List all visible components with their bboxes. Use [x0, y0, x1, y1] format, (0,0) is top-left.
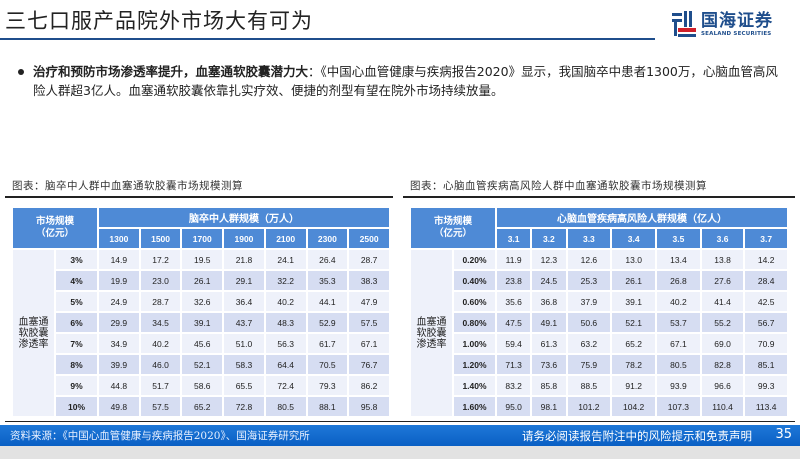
footer-divider: [5, 421, 795, 422]
side-label: 血塞通软胶囊渗透率: [13, 250, 54, 416]
logo-name-cn: 国海证券: [701, 11, 773, 31]
column-header: 3.4: [612, 229, 656, 248]
caption-divider-right: [403, 196, 795, 198]
table-row: 1.00% 59.4 61.3 63.2 65.2 67.1 69.0 70.9: [411, 334, 787, 353]
sealand-logo-icon: [672, 11, 696, 39]
table-row: 5% 24.9 28.7 32.6 36.4 40.2 44.1 47.9: [13, 292, 389, 311]
group-header: 脑卒中人群规模（万人）: [99, 208, 389, 227]
table-row: 9% 44.8 51.7 58.6 65.5 72.4 79.3 86.2: [13, 376, 389, 395]
table-row: 0.40% 23.8 24.5 25.3 26.1 26.8 27.6 28.4: [411, 271, 787, 290]
column-header: 2300: [307, 229, 348, 248]
column-header: 3.6: [701, 229, 744, 248]
title-divider: [0, 38, 655, 40]
table-row: 1.40% 83.2 85.8 88.5 91.2 93.9 96.6 99.3: [411, 376, 787, 395]
logo-name-en: SEALAND SECURITIES: [701, 31, 772, 37]
figure-caption-right: 图表：心脑血管疾病高风险人群中血塞通软胶囊市场规模测算: [410, 180, 707, 192]
table-row: 4% 19.9 23.0 26.1 29.1 32.2 35.3 38.3: [13, 271, 389, 290]
disclaimer-text: 请务必阅读报告附注中的风险提示和免责声明: [522, 429, 752, 443]
table-row: 1.60% 95.0 98.1 101.2 104.2 107.3 110.4 113.4: [411, 397, 787, 416]
corner-header: 市场规模 （亿元）: [411, 208, 495, 248]
bullet-text: 治疗和预防市场渗透率提升，血塞通软胶囊潜力大：《中国心血管健康与疾病报告2020…: [18, 62, 788, 100]
table-row: 血塞通软胶囊渗透率 3% 14.9 17.2 19.5 21.8 24.1 26.4 28.…: [13, 250, 389, 416]
cardio-market-table: 市场规模 （亿元） 心脑血管疾病高风险人群规模（亿人） 3.1 3.2 3.3 …: [409, 206, 789, 418]
side-label: 血塞通软胶囊渗透率: [411, 250, 452, 416]
column-header: 1700: [182, 229, 223, 248]
bullet-body: ：《中国心血管健康与疾病报告2020》显示，我国脑卒中患者1300万，心脑血管高…: [33, 64, 778, 98]
column-header: 3.7: [745, 229, 787, 248]
table-row: 7% 34.9 40.2 45.6 51.0 56.3 61.7 67.1: [13, 334, 389, 353]
table-row: 10% 49.8 57.5 65.2 72.8 80.5 88.1 95.8: [13, 397, 389, 416]
column-header: 1900: [224, 229, 264, 248]
column-header: 1500: [140, 229, 181, 248]
table-row: 0.80% 47.5 49.1 50.6 52.1 53.7 55.2 56.7: [411, 313, 787, 332]
column-header: 3.2: [532, 229, 566, 248]
column-header: 3.3: [567, 229, 611, 248]
table-row: 8% 39.9 46.0 52.1 58.3 64.4 70.5 76.7: [13, 355, 389, 374]
column-header: 2500: [349, 229, 389, 248]
bullet-bold-lead: 治疗和预防市场渗透率提升，血塞通软胶囊潜力大: [33, 64, 309, 79]
bullet-icon: [18, 69, 24, 75]
column-header: 2100: [265, 229, 306, 248]
table-row: 1.20% 71.3 73.6 75.9 78.2 80.5 82.8 85.1: [411, 355, 787, 374]
group-header: 心脑血管疾病高风险人群规模（亿人）: [497, 208, 787, 227]
page-number: 35: [775, 427, 792, 442]
source-note: 资料来源：《中国心血管健康与疾病报告2020》、国海证券研究所: [10, 430, 310, 442]
slide-header: 三七口服产品院外市场大有可为 国海证券 SEALAND SECURITIES: [0, 0, 800, 42]
figure-caption-left: 图表：脑卒中人群中血塞通软胶囊市场规模测算: [12, 180, 243, 192]
table-row: 0.60% 35.6 36.8 37.9 39.1 40.2 41.4 42.5: [411, 292, 787, 311]
corner-header: 市场规模 （亿元）: [13, 208, 97, 248]
table-row: 血塞通软胶囊渗透率 0.20% 11.9 12.3 12.6 13.0 13.4 13.8…: [411, 250, 787, 416]
stroke-market-table: 市场规模 （亿元） 脑卒中人群规模（万人） 1300 1500 1700 190…: [11, 206, 391, 418]
bottom-strip: [0, 446, 800, 459]
footer-bar: 资料来源：《中国心血管健康与疾病报告2020》、国海证券研究所 请务必阅读报告附…: [0, 425, 800, 446]
column-header: 3.1: [497, 229, 531, 248]
caption-divider-left: [5, 196, 393, 198]
page-title: 三七口服产品院外市场大有可为: [5, 9, 313, 33]
company-logo: 国海证券 SEALAND SECURITIES: [672, 10, 773, 40]
table-row: 6% 29.9 34.5 39.1 43.7 48.3 52.9 57.5: [13, 313, 389, 332]
column-header: 1300: [99, 229, 139, 248]
column-header: 3.5: [657, 229, 700, 248]
bullet-point: 治疗和预防市场渗透率提升，血塞通软胶囊潜力大：《中国心血管健康与疾病报告2020…: [18, 62, 788, 100]
